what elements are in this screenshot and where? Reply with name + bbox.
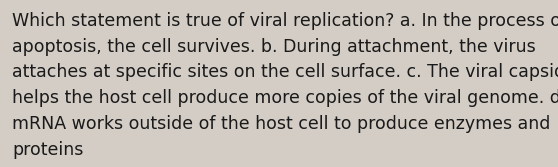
- Text: apoptosis, the cell survives. b. During attachment, the virus: apoptosis, the cell survives. b. During …: [12, 38, 536, 56]
- Text: Which statement is true of viral replication? a. In the process of: Which statement is true of viral replica…: [12, 12, 558, 30]
- Text: mRNA works outside of the host cell to produce enzymes and: mRNA works outside of the host cell to p…: [12, 115, 551, 133]
- Text: proteins: proteins: [12, 141, 84, 159]
- Text: helps the host cell produce more copies of the viral genome. d.: helps the host cell produce more copies …: [12, 89, 558, 107]
- Text: attaches at specific sites on the cell surface. c. The viral capsid: attaches at specific sites on the cell s…: [12, 63, 558, 81]
